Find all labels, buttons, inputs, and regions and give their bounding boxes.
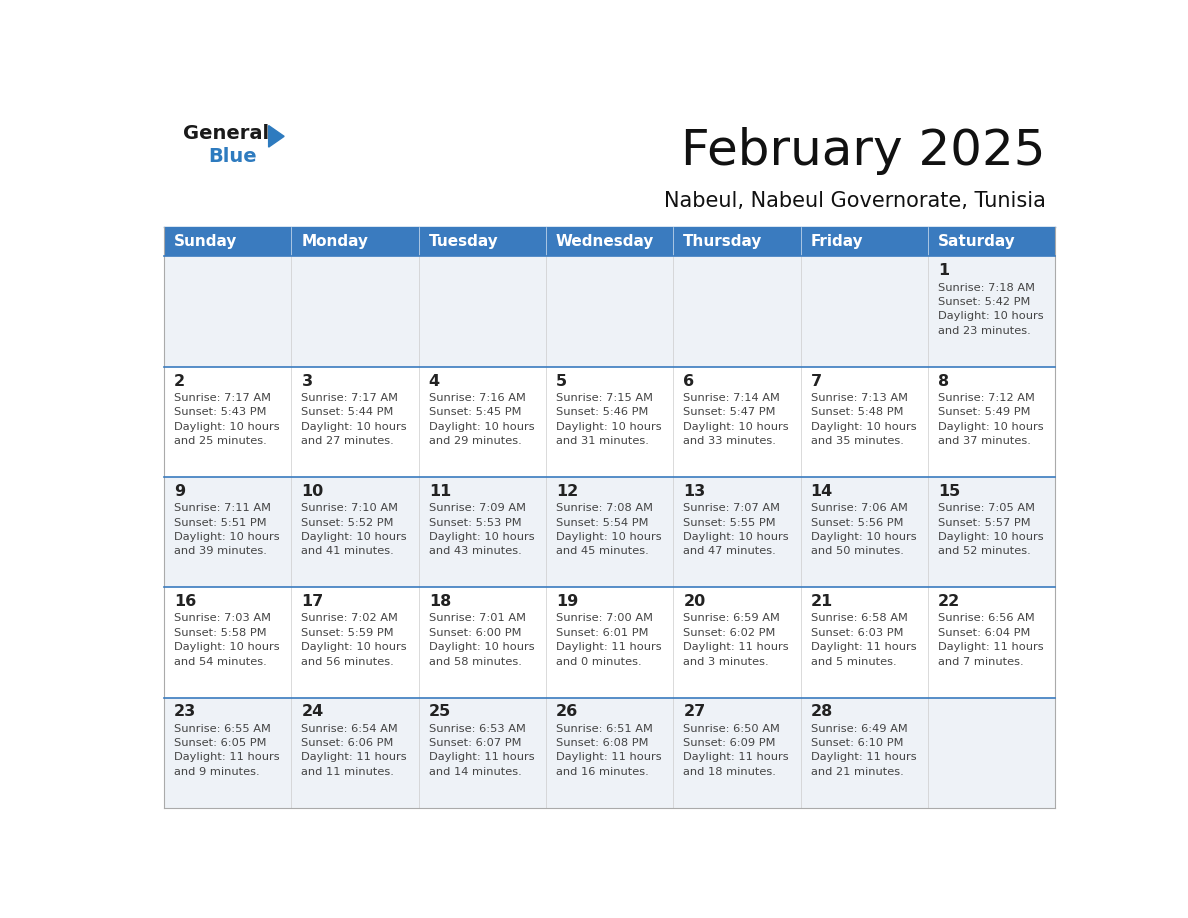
Text: 18: 18 [429, 594, 451, 610]
Bar [674, 227, 801, 256]
Text: Sunrise: 7:13 AM
Sunset: 5:48 PM
Daylight: 10 hours
and 35 minutes.: Sunrise: 7:13 AM Sunset: 5:48 PM Dayligh… [810, 393, 916, 446]
Text: 24: 24 [302, 704, 323, 720]
Text: Nabeul, Nabeul Governorate, Tunisia: Nabeul, Nabeul Governorate, Tunisia [664, 191, 1045, 211]
Text: Sunday: Sunday [175, 234, 238, 250]
Text: 13: 13 [683, 484, 706, 498]
Text: Sunrise: 7:18 AM
Sunset: 5:42 PM
Daylight: 10 hours
and 23 minutes.: Sunrise: 7:18 AM Sunset: 5:42 PM Dayligh… [939, 283, 1043, 336]
Text: February 2025: February 2025 [682, 127, 1045, 175]
Bar [546, 227, 674, 256]
Text: 15: 15 [939, 484, 960, 498]
Text: 7: 7 [810, 374, 822, 388]
Text: Saturday: Saturday [939, 234, 1016, 250]
Text: Friday: Friday [810, 234, 864, 250]
Text: 4: 4 [429, 374, 440, 388]
Text: 1: 1 [939, 263, 949, 278]
Polygon shape [268, 126, 284, 147]
Text: 16: 16 [175, 594, 196, 610]
Text: Sunrise: 7:16 AM
Sunset: 5:45 PM
Daylight: 10 hours
and 29 minutes.: Sunrise: 7:16 AM Sunset: 5:45 PM Dayligh… [429, 393, 535, 446]
Text: 14: 14 [810, 484, 833, 498]
Bar [418, 227, 546, 256]
Bar [164, 227, 291, 256]
Text: Sunrise: 7:08 AM
Sunset: 5:54 PM
Daylight: 10 hours
and 45 minutes.: Sunrise: 7:08 AM Sunset: 5:54 PM Dayligh… [556, 503, 662, 556]
Bar [164, 698, 1055, 808]
Text: Sunrise: 7:07 AM
Sunset: 5:55 PM
Daylight: 10 hours
and 47 minutes.: Sunrise: 7:07 AM Sunset: 5:55 PM Dayligh… [683, 503, 789, 556]
Text: Sunrise: 7:01 AM
Sunset: 6:00 PM
Daylight: 10 hours
and 58 minutes.: Sunrise: 7:01 AM Sunset: 6:00 PM Dayligh… [429, 613, 535, 666]
Text: Sunrise: 6:55 AM
Sunset: 6:05 PM
Daylight: 11 hours
and 9 minutes.: Sunrise: 6:55 AM Sunset: 6:05 PM Dayligh… [175, 723, 279, 777]
Text: Sunrise: 7:17 AM
Sunset: 5:44 PM
Daylight: 10 hours
and 27 minutes.: Sunrise: 7:17 AM Sunset: 5:44 PM Dayligh… [302, 393, 407, 446]
Text: Sunrise: 7:10 AM
Sunset: 5:52 PM
Daylight: 10 hours
and 41 minutes.: Sunrise: 7:10 AM Sunset: 5:52 PM Dayligh… [302, 503, 407, 556]
Bar [164, 256, 1055, 366]
Text: 20: 20 [683, 594, 706, 610]
Text: Sunrise: 6:59 AM
Sunset: 6:02 PM
Daylight: 11 hours
and 3 minutes.: Sunrise: 6:59 AM Sunset: 6:02 PM Dayligh… [683, 613, 789, 666]
Bar [928, 227, 1055, 256]
Text: Sunrise: 6:53 AM
Sunset: 6:07 PM
Daylight: 11 hours
and 14 minutes.: Sunrise: 6:53 AM Sunset: 6:07 PM Dayligh… [429, 723, 535, 777]
Text: Monday: Monday [302, 234, 368, 250]
Text: Sunrise: 7:14 AM
Sunset: 5:47 PM
Daylight: 10 hours
and 33 minutes.: Sunrise: 7:14 AM Sunset: 5:47 PM Dayligh… [683, 393, 789, 446]
Bar [164, 366, 1055, 477]
Bar [801, 227, 928, 256]
Text: Sunrise: 7:00 AM
Sunset: 6:01 PM
Daylight: 11 hours
and 0 minutes.: Sunrise: 7:00 AM Sunset: 6:01 PM Dayligh… [556, 613, 662, 666]
Text: Sunrise: 7:12 AM
Sunset: 5:49 PM
Daylight: 10 hours
and 37 minutes.: Sunrise: 7:12 AM Sunset: 5:49 PM Dayligh… [939, 393, 1043, 446]
Text: 3: 3 [302, 374, 312, 388]
Text: Sunrise: 6:58 AM
Sunset: 6:03 PM
Daylight: 11 hours
and 5 minutes.: Sunrise: 6:58 AM Sunset: 6:03 PM Dayligh… [810, 613, 916, 666]
Text: 9: 9 [175, 484, 185, 498]
Text: 17: 17 [302, 594, 323, 610]
Text: Sunrise: 6:50 AM
Sunset: 6:09 PM
Daylight: 11 hours
and 18 minutes.: Sunrise: 6:50 AM Sunset: 6:09 PM Dayligh… [683, 723, 789, 777]
Text: 10: 10 [302, 484, 323, 498]
Text: 28: 28 [810, 704, 833, 720]
Text: 8: 8 [939, 374, 949, 388]
Text: Thursday: Thursday [683, 234, 763, 250]
Text: 23: 23 [175, 704, 196, 720]
Text: Sunrise: 7:05 AM
Sunset: 5:57 PM
Daylight: 10 hours
and 52 minutes.: Sunrise: 7:05 AM Sunset: 5:57 PM Dayligh… [939, 503, 1043, 556]
Text: 19: 19 [556, 594, 579, 610]
Text: 21: 21 [810, 594, 833, 610]
Text: Sunrise: 7:17 AM
Sunset: 5:43 PM
Daylight: 10 hours
and 25 minutes.: Sunrise: 7:17 AM Sunset: 5:43 PM Dayligh… [175, 393, 279, 446]
Text: 25: 25 [429, 704, 451, 720]
Text: 2: 2 [175, 374, 185, 388]
Text: 27: 27 [683, 704, 706, 720]
Text: Sunrise: 6:51 AM
Sunset: 6:08 PM
Daylight: 11 hours
and 16 minutes.: Sunrise: 6:51 AM Sunset: 6:08 PM Dayligh… [556, 723, 662, 777]
Text: 22: 22 [939, 594, 960, 610]
Text: Sunrise: 6:49 AM
Sunset: 6:10 PM
Daylight: 11 hours
and 21 minutes.: Sunrise: 6:49 AM Sunset: 6:10 PM Dayligh… [810, 723, 916, 777]
Text: 26: 26 [556, 704, 579, 720]
Text: Tuesday: Tuesday [429, 234, 499, 250]
Text: Wednesday: Wednesday [556, 234, 655, 250]
Text: Sunrise: 7:02 AM
Sunset: 5:59 PM
Daylight: 10 hours
and 56 minutes.: Sunrise: 7:02 AM Sunset: 5:59 PM Dayligh… [302, 613, 407, 666]
Text: 6: 6 [683, 374, 695, 388]
Bar [291, 227, 418, 256]
Text: 12: 12 [556, 484, 579, 498]
Text: General: General [183, 124, 270, 143]
Text: Blue: Blue [208, 147, 257, 166]
Text: Sunrise: 7:09 AM
Sunset: 5:53 PM
Daylight: 10 hours
and 43 minutes.: Sunrise: 7:09 AM Sunset: 5:53 PM Dayligh… [429, 503, 535, 556]
Text: Sunrise: 6:56 AM
Sunset: 6:04 PM
Daylight: 11 hours
and 7 minutes.: Sunrise: 6:56 AM Sunset: 6:04 PM Dayligh… [939, 613, 1043, 666]
Text: Sunrise: 6:54 AM
Sunset: 6:06 PM
Daylight: 11 hours
and 11 minutes.: Sunrise: 6:54 AM Sunset: 6:06 PM Dayligh… [302, 723, 407, 777]
Text: Sunrise: 7:11 AM
Sunset: 5:51 PM
Daylight: 10 hours
and 39 minutes.: Sunrise: 7:11 AM Sunset: 5:51 PM Dayligh… [175, 503, 279, 556]
Text: Sunrise: 7:03 AM
Sunset: 5:58 PM
Daylight: 10 hours
and 54 minutes.: Sunrise: 7:03 AM Sunset: 5:58 PM Dayligh… [175, 613, 279, 666]
Text: 11: 11 [429, 484, 451, 498]
Text: Sunrise: 7:15 AM
Sunset: 5:46 PM
Daylight: 10 hours
and 31 minutes.: Sunrise: 7:15 AM Sunset: 5:46 PM Dayligh… [556, 393, 662, 446]
Bar [164, 477, 1055, 588]
Text: 5: 5 [556, 374, 567, 388]
Text: Sunrise: 7:06 AM
Sunset: 5:56 PM
Daylight: 10 hours
and 50 minutes.: Sunrise: 7:06 AM Sunset: 5:56 PM Dayligh… [810, 503, 916, 556]
Bar [164, 588, 1055, 698]
